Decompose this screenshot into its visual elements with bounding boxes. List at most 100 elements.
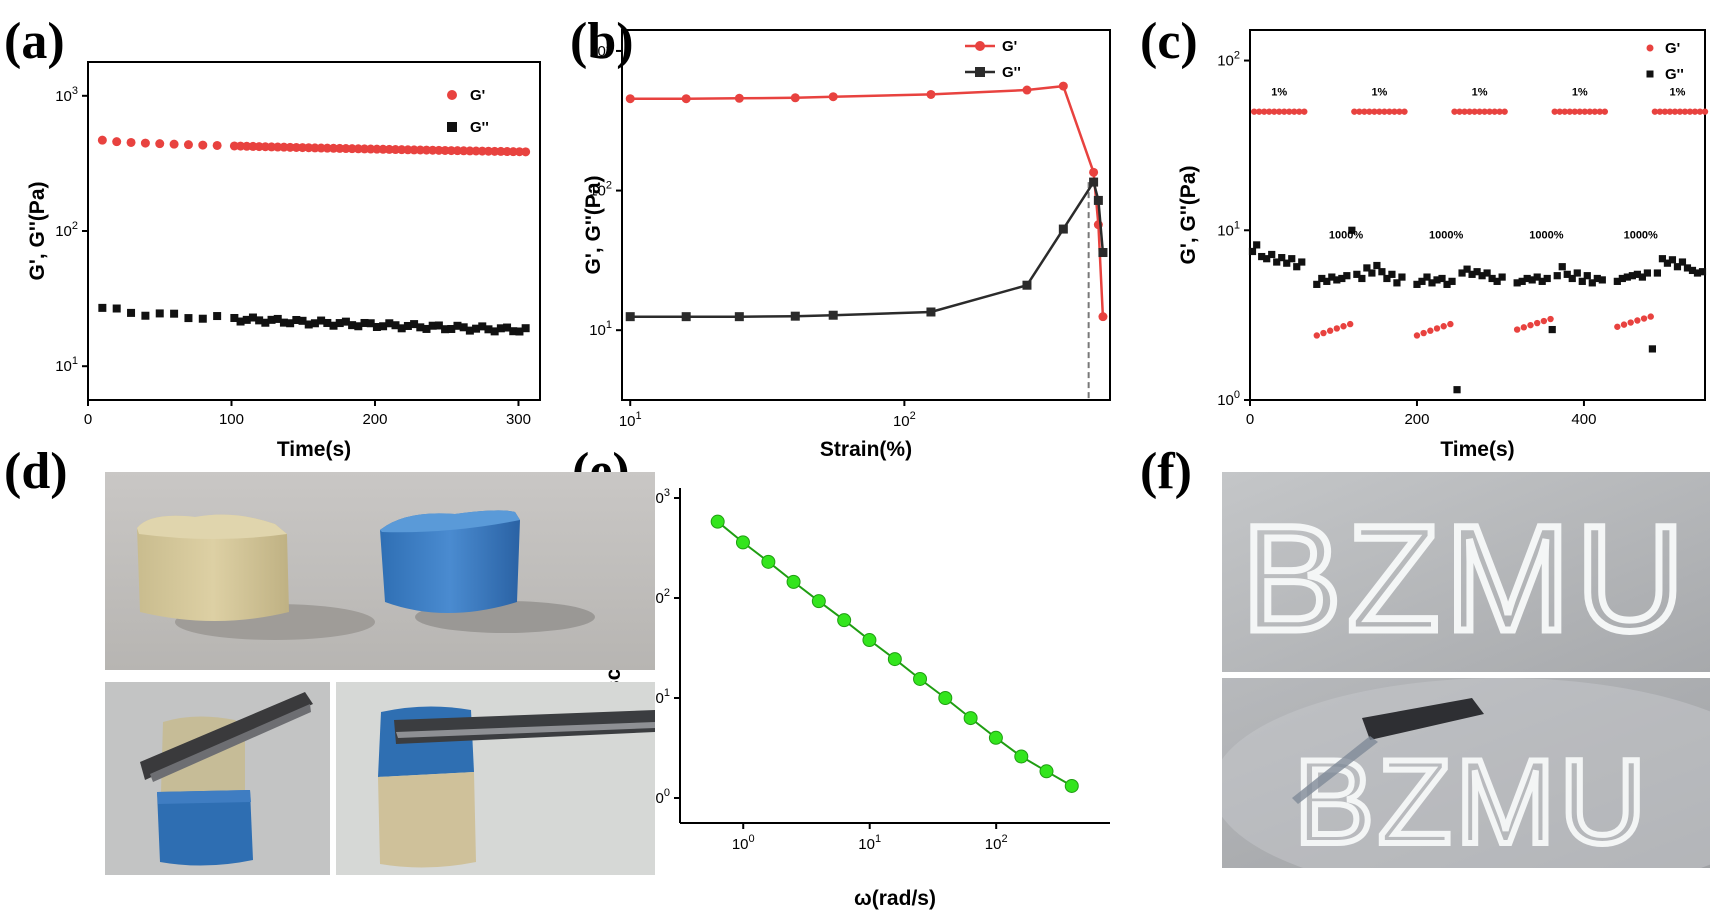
g-double-prime-point — [625, 312, 635, 322]
g-double-prime-point — [790, 311, 800, 321]
g-prime-point — [1614, 323, 1621, 330]
g-prime-point — [1476, 108, 1483, 115]
g-prime-point — [1651, 108, 1659, 115]
g-prime-point — [1586, 108, 1593, 115]
g-double-prime-point — [155, 309, 164, 318]
g-double-prime-point — [1428, 279, 1436, 287]
y-axis-title: G', G''(Pa) — [1177, 166, 1200, 265]
g-double-prime-point — [1653, 269, 1662, 277]
g-double-prime-point — [298, 316, 307, 325]
g-double-prime-point — [1638, 273, 1646, 281]
viscosity-point — [710, 514, 725, 529]
g-prime-point — [1456, 108, 1463, 115]
g-prime-point — [1566, 108, 1573, 115]
g-prime-point — [1571, 108, 1578, 115]
x-axis-title: Time(s) — [277, 438, 351, 461]
g-double-prime-point — [410, 320, 419, 329]
g-double-prime-point — [1468, 270, 1476, 278]
g-double-prime-point — [255, 316, 264, 325]
g-double-prime-point — [267, 315, 276, 324]
g-prime-point — [1661, 108, 1669, 115]
viscosity-point — [786, 574, 801, 589]
g-double-prime-point — [1498, 273, 1506, 281]
g-prime-point — [1481, 108, 1488, 115]
g-double-prime-point — [1473, 268, 1481, 276]
g-prime-point — [1591, 108, 1598, 115]
g-double-prime-point — [1668, 256, 1677, 264]
g-prime-point — [1271, 108, 1278, 115]
g-double-prime-point — [1513, 279, 1521, 287]
y-axis-title: G', G''(Pa) — [26, 182, 49, 281]
g-double-prime-point — [1383, 274, 1391, 283]
g-double-prime-point — [1328, 273, 1336, 281]
g-double-prime-point — [1258, 252, 1266, 261]
g-double-prime-point — [1418, 277, 1426, 285]
g-double-prime-point — [261, 318, 270, 327]
g-double-prime-point — [453, 321, 462, 330]
g-double-prime-point — [98, 303, 107, 312]
g-double-prime-point — [521, 324, 530, 333]
g-prime-point — [828, 92, 838, 102]
yellow-hydrogel — [137, 514, 289, 621]
g-double-prime-point — [292, 315, 301, 324]
y-tick-label: 102 — [1217, 50, 1240, 70]
g-double-prime-point — [1673, 263, 1682, 271]
g-double-prime-point — [341, 317, 350, 326]
panel-label-c: (c) — [1140, 13, 1198, 70]
g-double-prime-point — [1248, 247, 1257, 256]
g-double-prime-point — [1483, 269, 1491, 277]
g-double-prime-point — [1453, 386, 1461, 394]
g-double-prime-point — [1398, 273, 1406, 281]
g-prime-point — [1461, 108, 1468, 115]
g-prime-point — [1260, 108, 1268, 115]
g-double-prime-point — [236, 317, 245, 326]
g-prime-point — [1527, 321, 1534, 329]
g-double-prime-point — [465, 326, 474, 335]
g-double-prime-point — [1433, 276, 1441, 284]
g-double-prime-point — [1583, 272, 1591, 280]
g-double-prime-point — [1478, 272, 1486, 280]
g-double-prime-point — [1343, 272, 1351, 280]
viscosity-point — [963, 711, 978, 726]
g-prime-point — [1627, 319, 1634, 326]
y-tick-label: 103 — [55, 85, 78, 105]
g-prime-point — [1634, 317, 1641, 324]
g-double-prime-point — [681, 312, 691, 322]
g-double-prime-point — [503, 323, 512, 332]
g-double-prime-point — [198, 314, 207, 323]
g-double-prime-point — [1533, 273, 1541, 281]
g-double-prime-point — [279, 318, 288, 327]
g-double-prime-point — [1678, 258, 1687, 266]
g-double-prime-point — [1683, 264, 1692, 272]
g-double-prime-point — [1598, 276, 1606, 284]
g-prime-point — [97, 135, 107, 145]
g-prime-point — [1313, 332, 1320, 339]
g-double-prime-point — [484, 325, 493, 334]
g-double-prime-point — [112, 304, 121, 313]
x-tick-label: 100 — [732, 833, 755, 853]
g-prime-point — [1376, 108, 1383, 115]
g-double-prime-point — [1623, 273, 1631, 281]
photo-written-gel-top: BZMU — [1222, 472, 1710, 672]
g-double-prime-point — [1563, 270, 1571, 278]
g-prime-point — [1620, 321, 1628, 328]
g-prime-point — [126, 137, 136, 147]
written-gel-text: BZMU — [1242, 494, 1691, 662]
g-prime-point — [1686, 108, 1694, 115]
x-tick-label: 102 — [985, 833, 1008, 853]
g-double-prime-point — [1278, 254, 1286, 262]
legend-label: G' — [1665, 40, 1680, 57]
plot-frame — [1249, 29, 1706, 401]
g-prime-point — [1089, 167, 1099, 177]
x-tick-label: 400 — [1571, 411, 1596, 428]
yellow-hydrogel — [378, 772, 476, 868]
g-prime-point — [1640, 315, 1648, 322]
g-double-prime-point — [1293, 263, 1301, 271]
chart-b-strain-sweep: 101 102 101 102 103 Strain(%) G', G''(Pa) G' G'' — [582, 29, 1111, 461]
strain-annotation: 1% — [1572, 87, 1588, 99]
g-prime-point — [1250, 108, 1258, 115]
viscosity-point — [837, 613, 852, 628]
g-double-prime-point — [1593, 274, 1601, 283]
g-double-prime-point — [1628, 272, 1636, 280]
